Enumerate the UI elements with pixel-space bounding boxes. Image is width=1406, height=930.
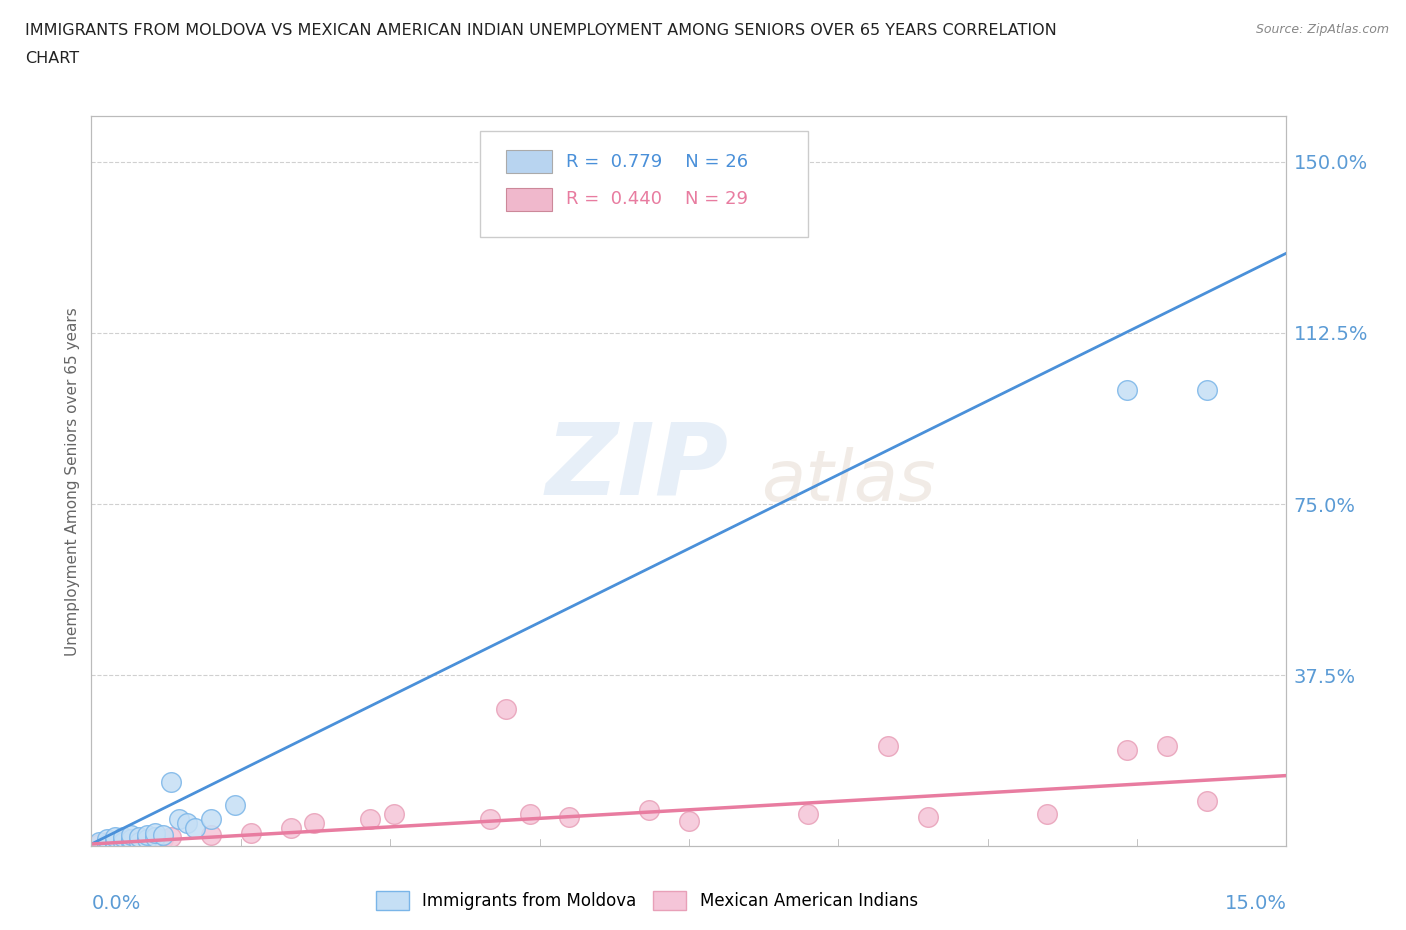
Point [495,702,517,717]
Point [152,832,174,847]
Point [678,814,700,829]
FancyBboxPatch shape [479,131,808,237]
Point [224,798,246,813]
Point [112,834,135,849]
FancyBboxPatch shape [506,150,551,173]
Point [1195,382,1218,397]
Point [89,837,111,852]
Point [96,832,118,847]
Point [382,807,405,822]
Y-axis label: Unemployment Among Seniors over 65 years: Unemployment Among Seniors over 65 years [65,307,80,656]
Point [104,837,127,852]
Point [1156,738,1178,753]
Point [1116,743,1139,758]
Point [120,834,142,849]
Point [160,775,183,790]
Point [1116,382,1139,397]
Point [280,820,302,835]
Point [136,832,159,847]
Point [128,834,150,849]
Text: R =  0.779    N = 26: R = 0.779 N = 26 [565,153,748,170]
Point [478,812,501,827]
Point [112,830,135,844]
Text: IMMIGRANTS FROM MOLDOVA VS MEXICAN AMERICAN INDIAN UNEMPLOYMENT AMONG SENIORS OV: IMMIGRANTS FROM MOLDOVA VS MEXICAN AMERI… [25,23,1057,38]
Text: R =  0.440    N = 29: R = 0.440 N = 29 [565,191,748,208]
Point [1036,807,1059,822]
Text: 15.0%: 15.0% [1225,894,1286,912]
Point [120,832,142,847]
Point [877,738,900,753]
Point [136,832,159,847]
Point [143,830,166,844]
Point [797,807,820,822]
FancyBboxPatch shape [506,188,551,211]
Point [96,837,118,852]
Point [200,812,222,827]
Point [558,809,581,824]
Point [200,828,222,843]
Point [239,825,262,840]
Text: ZIP: ZIP [546,418,728,515]
Point [152,828,174,843]
Point [638,803,661,817]
Point [104,830,127,844]
Point [917,809,939,824]
Point [359,812,381,827]
Point [519,807,541,822]
Point [120,832,142,847]
Legend: Immigrants from Moldova, Mexican American Indians: Immigrants from Moldova, Mexican America… [368,884,925,917]
Point [96,834,118,849]
Text: 0.0%: 0.0% [91,894,141,912]
Point [104,837,127,852]
Point [112,834,135,849]
Point [89,834,111,849]
Point [176,816,198,830]
Point [104,834,127,849]
Point [143,825,166,840]
Point [136,828,159,843]
Point [120,828,142,843]
Point [128,830,150,844]
Point [128,834,150,849]
Point [143,830,166,844]
Text: Source: ZipAtlas.com: Source: ZipAtlas.com [1256,23,1389,36]
Point [184,820,207,835]
Point [304,816,326,830]
Point [167,812,190,827]
Text: atlas: atlas [761,446,935,516]
Point [160,830,183,844]
Point [1195,793,1218,808]
Text: CHART: CHART [25,51,79,66]
